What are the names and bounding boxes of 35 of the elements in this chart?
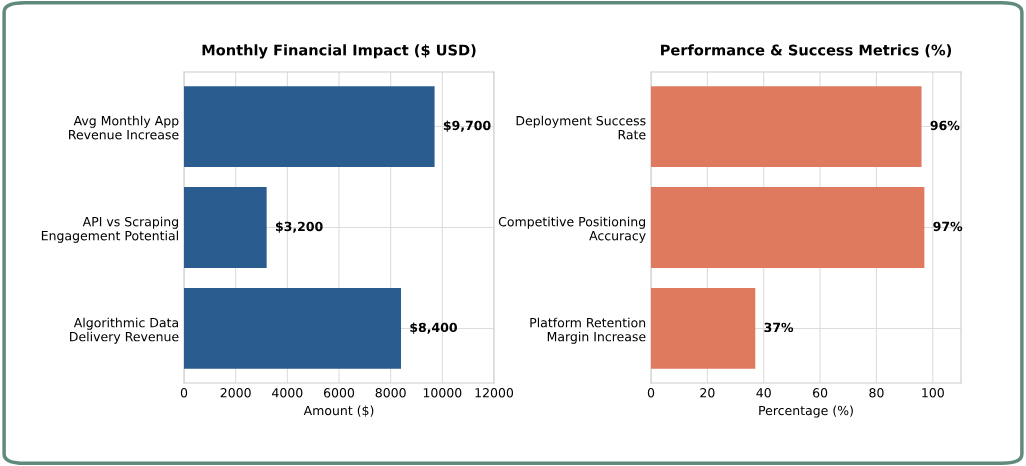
x-axis-title: Percentage (%) <box>759 405 853 418</box>
bar <box>651 86 922 167</box>
x-tick-label: 10000 <box>423 388 462 398</box>
x-tick-label: 6000 <box>323 388 355 398</box>
x-tick-label: 40 <box>756 388 771 398</box>
x-tick-label: 100 <box>922 388 944 398</box>
bar <box>184 187 267 268</box>
y-tick-label: Competitive Positioning Accuracy <box>498 216 646 243</box>
bar <box>651 288 756 369</box>
bar <box>184 86 435 167</box>
chart-title: Monthly Financial Impact ($ USD) <box>202 44 476 59</box>
x-tick-label: 12000 <box>475 388 514 398</box>
data-label: $3,200 <box>275 221 323 233</box>
y-tick-label: Avg Monthly App Revenue Increase <box>69 115 179 140</box>
data-label: $9,700 <box>443 120 491 132</box>
y-tick-label: Deployment Success Rate <box>516 115 646 140</box>
x-axis-title: Amount ($) <box>303 405 374 417</box>
x-tick-label: 80 <box>869 388 884 398</box>
x-tick-label: 4000 <box>272 388 303 398</box>
data-label: 97% <box>933 221 963 232</box>
x-tick-label: 60 <box>813 388 828 398</box>
x-tick-label: 0 <box>647 388 655 398</box>
x-tick-label: 20 <box>700 388 715 398</box>
bar <box>184 288 401 369</box>
x-tick-label: 8000 <box>375 388 406 398</box>
data-label: 96% <box>930 120 960 131</box>
bar <box>651 187 925 268</box>
x-tick-label: 0 <box>180 388 188 398</box>
y-tick-label: Algorithmic Data Delivery Revenue <box>70 317 179 344</box>
data-label: 37% <box>764 322 794 333</box>
chart-title: Performance & Success Metrics (%) <box>661 44 952 58</box>
y-tick-label: API vs Scraping Engagement Potential <box>41 216 178 243</box>
data-label: $8,400 <box>410 322 457 334</box>
x-tick-label: 2000 <box>220 388 251 398</box>
y-tick-label: Platform Retention Margin Increase <box>530 317 646 344</box>
